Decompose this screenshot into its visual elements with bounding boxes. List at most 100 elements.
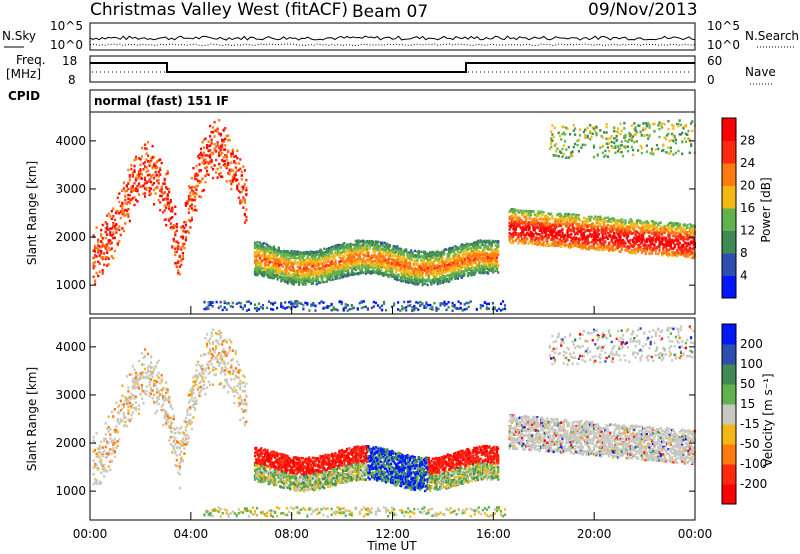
echo-cell bbox=[577, 224, 580, 227]
echo-cell bbox=[436, 266, 439, 270]
echo-cell bbox=[195, 185, 198, 188]
echo-cell bbox=[242, 187, 245, 191]
echo-cell bbox=[256, 254, 259, 257]
echo-cell bbox=[511, 214, 514, 217]
echo-cell bbox=[329, 262, 332, 265]
echo-cell bbox=[517, 242, 520, 245]
echo-cell bbox=[323, 251, 326, 254]
echo-cell bbox=[470, 270, 473, 273]
echo-cell bbox=[316, 257, 320, 261]
echo-cell bbox=[304, 273, 307, 276]
echo-cell bbox=[315, 277, 318, 280]
echo-cell bbox=[329, 268, 332, 272]
echo-cell bbox=[328, 246, 331, 250]
echo-cell bbox=[212, 151, 215, 154]
echo-cell bbox=[316, 272, 320, 276]
echo-cell bbox=[345, 260, 349, 264]
echo-cell bbox=[301, 277, 304, 280]
echo-cell bbox=[125, 212, 128, 216]
echo-cell bbox=[372, 266, 375, 269]
echo-cell bbox=[265, 268, 268, 272]
echo-cell bbox=[279, 276, 282, 279]
echo-cell bbox=[122, 187, 125, 190]
echo-cell bbox=[304, 279, 307, 282]
echo-cell bbox=[309, 269, 312, 273]
echo-cell bbox=[335, 248, 338, 251]
echo-cell bbox=[104, 236, 107, 240]
echo-cell bbox=[386, 269, 389, 273]
echo-cell bbox=[316, 251, 320, 254]
echo-cell bbox=[387, 247, 390, 250]
echo-cell bbox=[403, 257, 406, 261]
echo-cell bbox=[398, 259, 401, 263]
echo-cell bbox=[219, 132, 222, 136]
echo-cell bbox=[329, 247, 332, 250]
echo-cell bbox=[325, 280, 328, 283]
echo-cell bbox=[230, 152, 233, 155]
echo-cell bbox=[122, 211, 125, 215]
echo-cell bbox=[291, 282, 294, 286]
echo-cell bbox=[198, 168, 201, 172]
echo-cell bbox=[367, 258, 370, 262]
echo-cell bbox=[367, 254, 370, 258]
echo-cell bbox=[561, 232, 564, 235]
echo-cell bbox=[95, 246, 98, 250]
echo-cell bbox=[547, 236, 550, 239]
echo-cell bbox=[190, 176, 193, 180]
echo-cell bbox=[379, 243, 383, 246]
echo-cell bbox=[359, 257, 362, 261]
echo-cell bbox=[285, 279, 288, 283]
echo-cell bbox=[190, 199, 193, 202]
echo-cell bbox=[230, 168, 233, 171]
echo-cell bbox=[329, 278, 332, 282]
echo-cell bbox=[274, 258, 277, 261]
echo-cell bbox=[301, 256, 304, 259]
echo-cell bbox=[181, 257, 184, 261]
echo-cell bbox=[328, 254, 331, 257]
echo-cell bbox=[372, 260, 375, 263]
echo-cell bbox=[181, 252, 184, 255]
nsky-panel: N.Sky 10^5 10^0 10^5 10^0 N.Search bbox=[2, 19, 799, 52]
echo-cell bbox=[323, 267, 326, 270]
echo-cell bbox=[320, 253, 323, 257]
echo-cell bbox=[374, 241, 378, 244]
echo-cell bbox=[231, 150, 234, 154]
echo-cell bbox=[387, 249, 390, 252]
echo-cell bbox=[218, 154, 221, 157]
echo-cell bbox=[124, 194, 127, 197]
echo-cell bbox=[163, 197, 166, 201]
echo-cell bbox=[221, 143, 224, 146]
echo-cell bbox=[131, 171, 134, 175]
echo-cell bbox=[274, 265, 277, 269]
echo-cell bbox=[218, 173, 221, 176]
echo-cell bbox=[245, 186, 248, 189]
echo-cell bbox=[204, 137, 207, 140]
echo-cell bbox=[210, 138, 213, 142]
echo-cell bbox=[112, 236, 115, 240]
echo-cell bbox=[398, 248, 401, 252]
echo-cell bbox=[98, 249, 101, 253]
echo-cell bbox=[403, 266, 406, 269]
echo-cell bbox=[349, 266, 352, 269]
echo-cell bbox=[354, 268, 357, 272]
echo-cell bbox=[101, 269, 104, 272]
station-title: Christmas Valley West (fitACF) bbox=[90, 0, 348, 20]
echo-cell bbox=[151, 166, 154, 170]
echo-cell bbox=[377, 259, 380, 262]
echo-cell bbox=[221, 138, 224, 142]
echo-cell bbox=[110, 255, 113, 258]
echo-cell bbox=[213, 147, 216, 150]
echo-cell bbox=[209, 156, 212, 159]
echo-cell bbox=[391, 254, 394, 258]
echo-cell bbox=[398, 251, 401, 254]
echo-cell bbox=[201, 189, 204, 193]
echo-cell bbox=[104, 247, 107, 250]
echo-cell bbox=[325, 272, 328, 275]
echo-cell bbox=[314, 278, 317, 281]
echo-cell bbox=[230, 182, 233, 186]
echo-cell bbox=[127, 208, 130, 211]
echo-cell bbox=[334, 262, 337, 265]
echo-cell bbox=[396, 248, 399, 252]
echo-cell bbox=[92, 267, 95, 270]
echo-cell bbox=[340, 264, 343, 268]
